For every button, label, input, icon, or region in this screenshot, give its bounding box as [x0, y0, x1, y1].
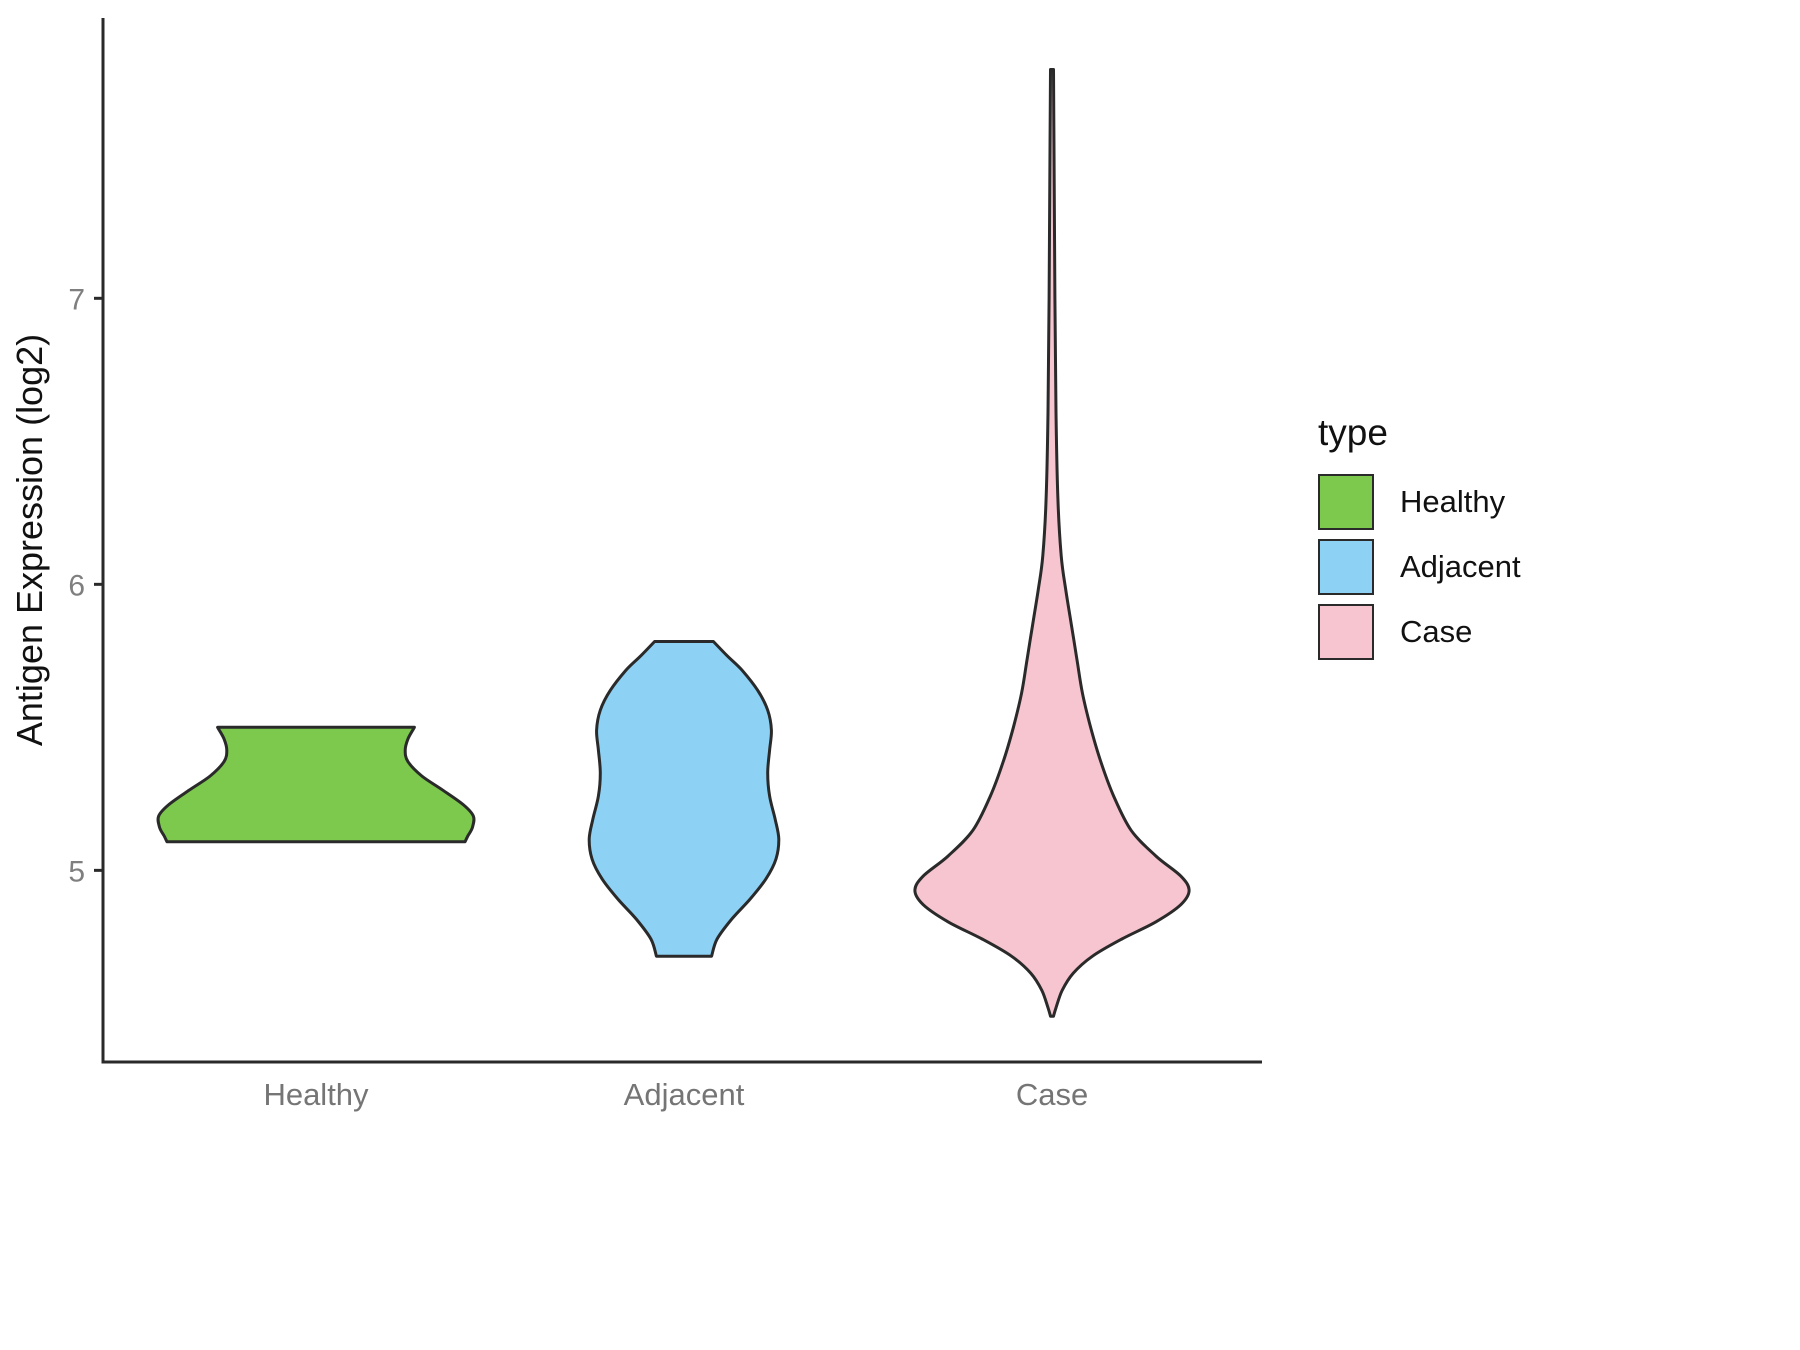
legend-key-swatch-case — [1318, 604, 1374, 660]
legend-item-case: Case — [1318, 604, 1521, 660]
x-category-label-case: Case — [1016, 1077, 1088, 1112]
y-axis-ticks: 5 6 7 — [68, 283, 103, 888]
legend-title: type — [1318, 412, 1388, 453]
y-tick-label: 6 — [68, 569, 85, 602]
legend-item-healthy: Healthy — [1318, 474, 1521, 530]
legend-key-swatch-adjacent — [1318, 539, 1374, 595]
y-axis-title: Antigen Expression (log2) — [9, 334, 50, 746]
legend-label: Healthy — [1400, 484, 1506, 519]
legend: type Healthy Adjacent Case — [1318, 412, 1521, 660]
x-axis-labels: Healthy Adjacent Case — [263, 1077, 1088, 1112]
legend-label: Case — [1400, 614, 1473, 649]
x-category-label-healthy: Healthy — [263, 1077, 369, 1112]
violins-group — [156, 68, 1191, 1018]
violin-adjacent — [587, 640, 781, 958]
legend-items: Healthy Adjacent Case — [1318, 474, 1521, 660]
legend-key-swatch-healthy — [1318, 474, 1374, 530]
x-category-label-adjacent: Adjacent — [624, 1077, 745, 1112]
y-tick-label: 5 — [68, 855, 85, 888]
violin-healthy — [156, 725, 476, 844]
y-tick-label: 7 — [68, 283, 85, 316]
legend-label: Adjacent — [1400, 549, 1521, 584]
legend-item-adjacent: Adjacent — [1318, 539, 1521, 595]
violin-case — [913, 68, 1191, 1018]
